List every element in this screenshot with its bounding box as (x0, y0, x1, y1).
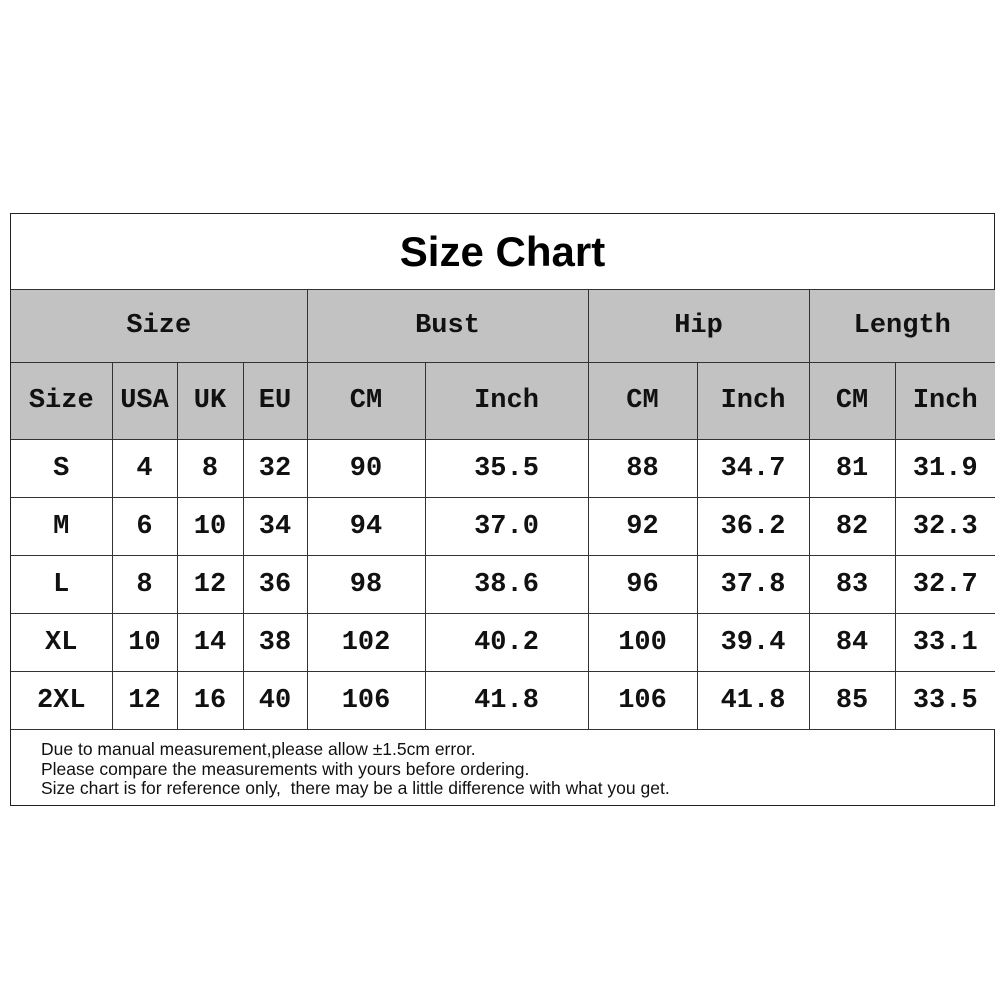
table-cell: 14 (176, 613, 244, 672)
table-cell: 94 (306, 497, 426, 556)
table-cell: 90 (306, 439, 426, 498)
table-cell: 40 (242, 671, 308, 730)
table-row: 2XL 12 16 40 106 41.8 106 41.8 85 33.5 (11, 671, 996, 730)
sub-header-cell: EU (242, 362, 308, 440)
sub-header-cell: Size (11, 362, 113, 440)
table-row: XL 10 14 38 102 40.2 100 39.4 84 33.1 (11, 613, 996, 672)
table-cell: 34.7 (696, 439, 810, 498)
size-table: Size Bust Hip Length Size USA UK EU CM Inch CM… (11, 290, 996, 730)
table-cell: 12 (111, 671, 178, 730)
table-cell: 98 (306, 555, 426, 614)
table-cell: 10 (111, 613, 178, 672)
sub-header-cell: Inch (696, 362, 810, 440)
table-cell: 38.6 (424, 555, 589, 614)
note-line: Size chart is for reference only, there … (41, 778, 670, 798)
sub-header-cell: CM (587, 362, 698, 440)
table-cell: 100 (587, 613, 698, 672)
table-cell: 88 (587, 439, 698, 498)
group-header-row: Size Bust Hip Length (11, 290, 996, 363)
table-cell: 12 (176, 555, 244, 614)
table-cell: 39.4 (696, 613, 810, 672)
group-header-bust: Bust (306, 290, 589, 363)
note-line: Please compare the measurements with you… (41, 758, 530, 779)
table-cell: 10 (176, 497, 244, 556)
table-cell: 106 (587, 671, 698, 730)
sub-header-cell: CM (808, 362, 896, 440)
table-cell: 41.8 (424, 671, 589, 730)
table-cell: 32.3 (894, 497, 996, 556)
table-cell: 31.9 (894, 439, 996, 498)
table-cell: 81 (808, 439, 896, 498)
sub-header-cell: UK (176, 362, 244, 440)
table-cell: 38 (242, 613, 308, 672)
notes: Due to manual measurement,please allow ±… (11, 730, 994, 799)
table-cell: 8 (176, 439, 244, 498)
table-cell: 106 (306, 671, 426, 730)
table-cell: L (11, 555, 113, 614)
sub-header-cell: Inch (894, 362, 996, 440)
chart-title: Size Chart (11, 214, 994, 290)
table-row: M 6 10 34 94 37.0 92 36.2 82 32.3 (11, 497, 996, 556)
group-header-length: Length (808, 290, 996, 363)
table-cell: XL (11, 613, 113, 672)
table-cell: 32.7 (894, 555, 996, 614)
table-cell: 32 (242, 439, 308, 498)
table-cell: 82 (808, 497, 896, 556)
table-cell: 83 (808, 555, 896, 614)
table-cell: 4 (111, 439, 178, 498)
table-cell: 6 (111, 497, 178, 556)
group-header-hip: Hip (587, 290, 810, 363)
table-cell: 16 (176, 671, 244, 730)
table-cell: S (11, 439, 113, 498)
note-line: Due to manual measurement,please allow ±… (41, 739, 476, 759)
size-chart: Size Chart Size Bust Hip Length Size USA U… (10, 213, 996, 806)
table-row: L 8 12 36 98 38.6 96 37.8 83 32.7 (11, 555, 996, 614)
table-cell: 2XL (11, 671, 113, 730)
table-cell: 85 (808, 671, 896, 730)
table-row: S 4 8 32 90 35.5 88 34.7 81 31.9 (11, 439, 996, 498)
table-cell: 35.5 (424, 439, 589, 498)
table-cell: M (11, 497, 113, 556)
group-header-size: Size (11, 290, 308, 363)
table-cell: 102 (306, 613, 426, 672)
table-cell: 84 (808, 613, 896, 672)
sub-header-row: Size USA UK EU CM Inch CM Inch CM Inch (11, 362, 996, 440)
table-cell: 40.2 (424, 613, 589, 672)
sub-header-cell: CM (306, 362, 426, 440)
table-cell: 36.2 (696, 497, 810, 556)
table-cell: 33.5 (894, 671, 996, 730)
table-cell: 92 (587, 497, 698, 556)
sub-header-cell: USA (111, 362, 178, 440)
table-cell: 96 (587, 555, 698, 614)
table-cell: 33.1 (894, 613, 996, 672)
table-cell: 37.8 (696, 555, 810, 614)
table-cell: 37.0 (424, 497, 589, 556)
table-cell: 41.8 (696, 671, 810, 730)
table-cell: 34 (242, 497, 308, 556)
table-cell: 8 (111, 555, 178, 614)
sub-header-cell: Inch (424, 362, 589, 440)
table-cell: 36 (242, 555, 308, 614)
